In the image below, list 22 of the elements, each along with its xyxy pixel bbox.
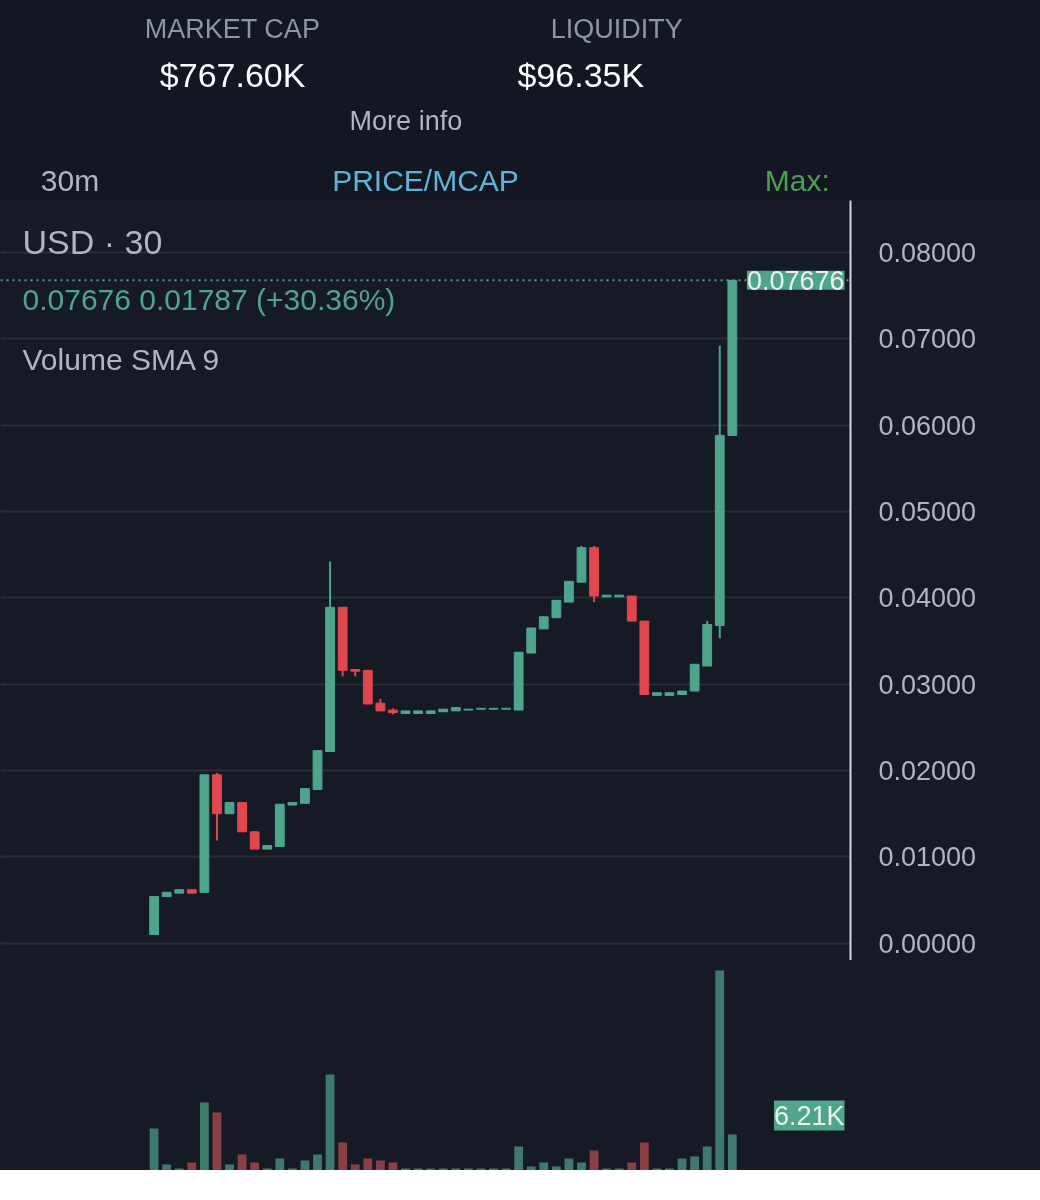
ref-line-label: 0.07676 bbox=[746, 265, 845, 296]
annotation: Volume SMA 9 bbox=[22, 342, 220, 376]
y-tick-label: 0.04000 bbox=[878, 583, 977, 614]
y-tick-label: 0.00000 bbox=[878, 928, 977, 959]
y-tick-label: 0.01000 bbox=[878, 842, 977, 873]
text: PRICE/MCAP bbox=[332, 164, 519, 197]
y-tick-label: 0.06000 bbox=[878, 410, 977, 441]
text: USD · 30 bbox=[22, 222, 163, 261]
text: LIQUIDITY bbox=[550, 13, 683, 44]
y-tick-label: 0.08000 bbox=[878, 237, 977, 268]
y-tick-label: 0.03000 bbox=[878, 669, 977, 700]
text: 6.21K bbox=[773, 1100, 845, 1131]
text: More info bbox=[349, 105, 463, 136]
text: Max: bbox=[764, 164, 830, 197]
annotation: 0.07676 0.01787 (+30.36%) bbox=[22, 282, 396, 316]
text: MARKET CAP bbox=[144, 13, 320, 44]
y-tick-label: 0.07000 bbox=[878, 324, 977, 355]
y-tick-label: 0.02000 bbox=[878, 756, 977, 786]
text: $767.60K bbox=[159, 55, 306, 94]
text: $96.35K bbox=[517, 55, 645, 94]
text: 30m bbox=[40, 164, 100, 197]
y-tick-label: 0.05000 bbox=[878, 496, 977, 527]
